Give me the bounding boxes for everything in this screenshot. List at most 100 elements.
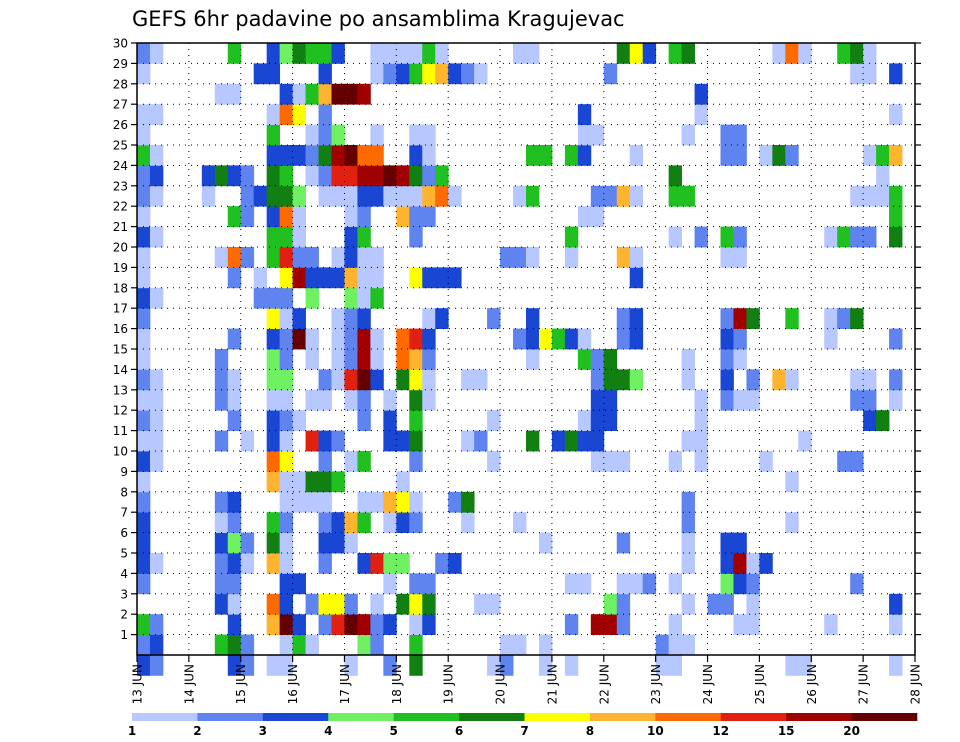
heatmap-cell bbox=[681, 634, 695, 656]
heatmap-cell bbox=[422, 349, 436, 370]
heatmap-cell bbox=[344, 308, 358, 329]
heatmap-cell bbox=[227, 267, 242, 289]
heatmap-cell bbox=[266, 369, 281, 391]
heatmap-cell bbox=[344, 614, 358, 635]
y-tick-label: 21 bbox=[113, 220, 128, 234]
heatmap-cell bbox=[227, 614, 242, 635]
heatmap-cell bbox=[344, 389, 358, 411]
heatmap-cell bbox=[785, 471, 799, 493]
heatmap-cell bbox=[279, 451, 293, 472]
x-tick-label: 27 JUN bbox=[857, 664, 871, 704]
heatmap-cell bbox=[279, 410, 293, 431]
heatmap-cell bbox=[487, 655, 501, 676]
heatmap-cell bbox=[422, 573, 436, 595]
heatmap-cell bbox=[266, 124, 281, 146]
heatmap-cell bbox=[564, 226, 579, 248]
colorbar-swatch bbox=[459, 713, 525, 721]
heatmap-cell bbox=[746, 614, 760, 635]
heatmap-cell bbox=[422, 267, 436, 289]
heatmap-cell bbox=[227, 512, 242, 533]
heatmap-cell bbox=[357, 165, 371, 187]
heatmap-cell bbox=[733, 532, 747, 554]
heatmap-cell bbox=[668, 43, 682, 64]
heatmap-cell bbox=[681, 532, 695, 554]
heatmap-cell bbox=[474, 593, 488, 615]
heatmap-cell bbox=[526, 43, 540, 64]
heatmap-cell bbox=[266, 165, 281, 187]
heatmap-cell bbox=[694, 389, 708, 411]
heatmap-cell bbox=[318, 267, 332, 289]
heatmap-cell bbox=[435, 553, 449, 574]
heatmap-cell bbox=[279, 491, 293, 513]
heatmap-cell bbox=[318, 145, 332, 166]
heatmap-cell bbox=[227, 553, 242, 574]
heatmap-cell bbox=[305, 43, 319, 64]
heatmap-cell bbox=[357, 328, 371, 350]
heatmap-cell bbox=[227, 165, 242, 187]
heatmap-cell bbox=[266, 145, 281, 166]
heatmap-cell bbox=[409, 410, 423, 431]
heatmap-cell bbox=[357, 206, 371, 227]
heatmap-cell bbox=[435, 43, 449, 64]
heatmap-cell bbox=[383, 389, 397, 411]
heatmap-cell bbox=[370, 369, 384, 391]
heatmap-cell bbox=[798, 430, 812, 452]
x-tick-label: 24 JUN bbox=[701, 664, 715, 704]
heatmap-cell bbox=[850, 451, 864, 472]
x-tick-label: 28 JUN bbox=[909, 664, 923, 704]
heatmap-cell bbox=[396, 349, 410, 370]
heatmap-cell bbox=[746, 389, 760, 411]
heatmap-cell bbox=[409, 165, 423, 187]
heatmap-cell bbox=[590, 451, 605, 472]
heatmap-cell bbox=[850, 369, 864, 391]
heatmap-cell bbox=[733, 308, 747, 329]
heatmap-cell bbox=[240, 165, 255, 187]
heatmap-cell bbox=[409, 614, 423, 635]
heatmap-cell bbox=[422, 369, 436, 391]
colorbar-label: 4 bbox=[324, 724, 332, 738]
heatmap-cell bbox=[513, 43, 527, 64]
heatmap-cell bbox=[266, 185, 281, 207]
heatmap-cell bbox=[279, 165, 293, 187]
heatmap-cell bbox=[266, 104, 281, 125]
heatmap-cell bbox=[733, 226, 747, 248]
heatmap-cell bbox=[137, 145, 151, 166]
heatmap-cell bbox=[227, 389, 242, 411]
heatmap-cell bbox=[694, 226, 708, 248]
colorbar-swatch bbox=[720, 713, 787, 721]
heatmap-cell bbox=[149, 165, 164, 187]
heatmap-cell bbox=[422, 124, 436, 146]
heatmap-cell bbox=[396, 206, 410, 227]
heatmap-cell bbox=[564, 430, 579, 452]
heatmap-cell bbox=[279, 369, 293, 391]
heatmap-cell bbox=[279, 287, 293, 309]
heatmap-cell bbox=[266, 226, 281, 248]
heatmap-cell bbox=[370, 165, 384, 187]
heatmap-cell bbox=[409, 512, 423, 533]
heatmap-cell bbox=[590, 614, 605, 635]
heatmap-cell bbox=[266, 63, 281, 85]
colorbar-label: 7 bbox=[520, 724, 528, 738]
y-tick-label: 20 bbox=[113, 241, 128, 255]
heatmap-cell bbox=[227, 593, 242, 615]
heatmap-cell bbox=[266, 247, 281, 268]
heatmap-cell bbox=[409, 369, 423, 391]
y-tick-label: 9 bbox=[120, 465, 128, 479]
heatmap-cell bbox=[149, 43, 164, 64]
heatmap-cell bbox=[292, 410, 306, 431]
heatmap-cell bbox=[137, 226, 151, 248]
heatmap-cell bbox=[720, 553, 734, 574]
heatmap-cell bbox=[279, 104, 293, 125]
heatmap-cell bbox=[629, 145, 644, 166]
heatmap-cell bbox=[383, 512, 397, 533]
heatmap-cell bbox=[759, 553, 773, 574]
heatmap-cell bbox=[694, 410, 708, 431]
heatmap-cell bbox=[733, 349, 747, 370]
heatmap-cell bbox=[357, 491, 371, 513]
heatmap-cell bbox=[357, 410, 371, 431]
heatmap-cell bbox=[720, 328, 734, 350]
heatmap-cell bbox=[889, 63, 903, 85]
heatmap-cell bbox=[733, 553, 747, 574]
heatmap-cell bbox=[448, 553, 462, 574]
heatmap-cell bbox=[746, 369, 760, 391]
